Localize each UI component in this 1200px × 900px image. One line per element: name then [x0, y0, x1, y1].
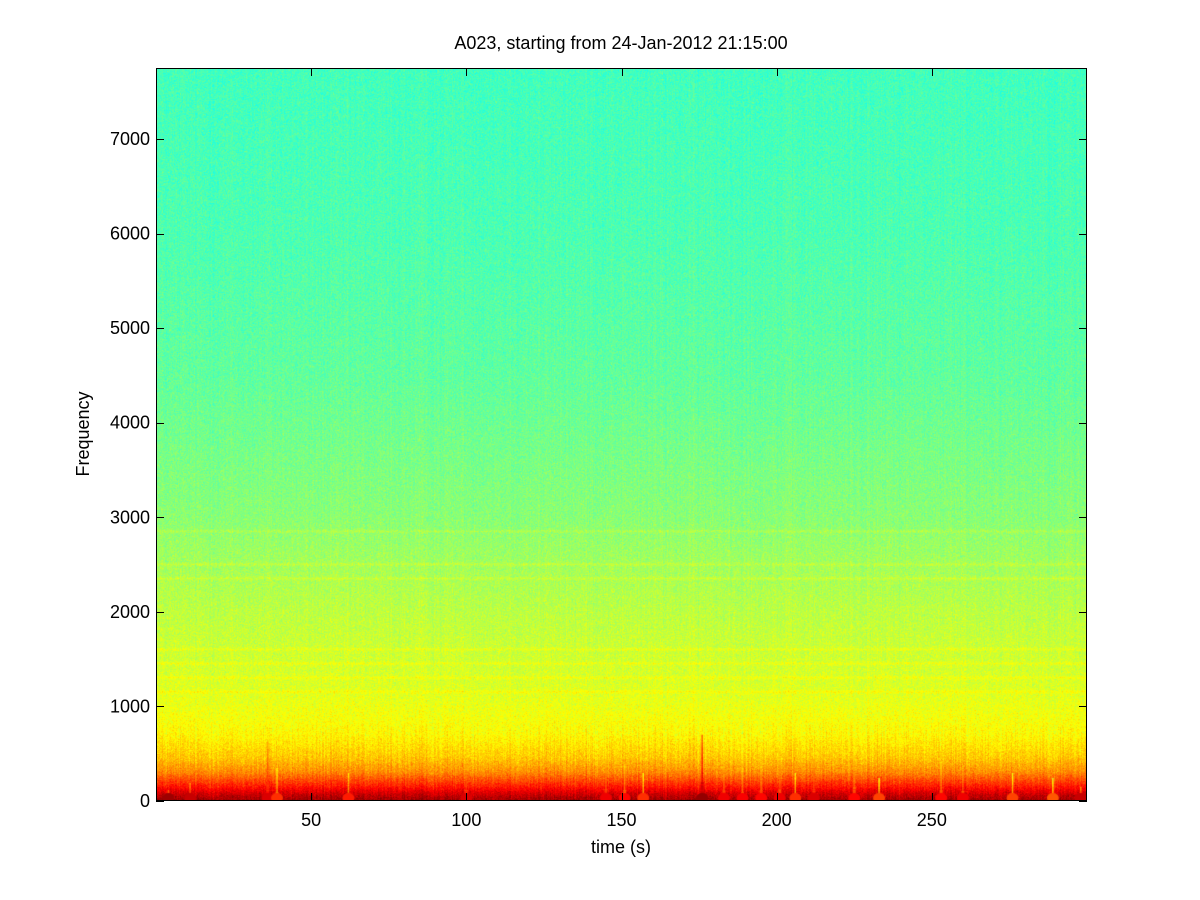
x-tick-label: 200 — [762, 810, 792, 830]
y-tick-label: 5000 — [110, 318, 150, 338]
y-tick-label: 4000 — [110, 413, 150, 433]
x-tick-label: 100 — [451, 810, 481, 830]
x-tick-label: 150 — [606, 810, 636, 830]
axis-ticks: 50 100 150 200 250 0 1000 2000 3000 4000 5000 6000 7… — [110, 68, 1087, 830]
spectrogram-heatmap — [156, 68, 1087, 801]
y-tick-label: 3000 — [110, 507, 150, 527]
x-tick-label: 250 — [917, 810, 947, 830]
y-tick-label: 6000 — [110, 224, 150, 244]
plot-frame — [156, 68, 1087, 801]
chart-title: A023, starting from 24-Jan-2012 21:15:00 — [454, 33, 787, 53]
x-tick-label: 50 — [301, 810, 321, 830]
y-tick-label: 7000 — [110, 129, 150, 149]
y-axis-label: Frequency — [73, 391, 93, 476]
x-axis-label: time (s) — [591, 837, 651, 857]
y-tick-label: 1000 — [110, 696, 150, 716]
y-tick-label: 2000 — [110, 602, 150, 622]
y-tick-label: 0 — [140, 791, 150, 811]
